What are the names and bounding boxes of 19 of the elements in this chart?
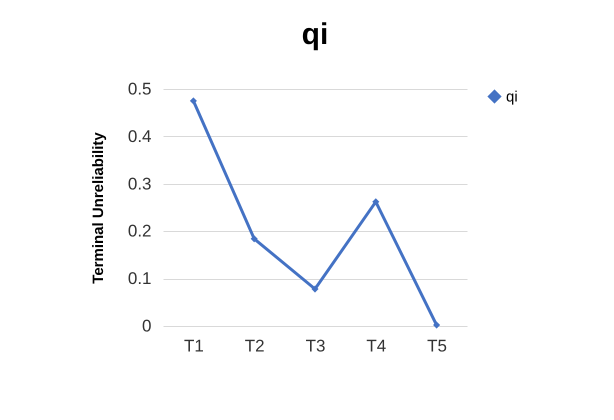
chart-title: qi (302, 18, 328, 51)
point (190, 97, 197, 104)
point (433, 322, 440, 329)
y-tick-label: 0.3 (128, 174, 152, 194)
y-tick-label: 0.4 (128, 126, 152, 146)
point (250, 235, 258, 242)
y-tick-label: 0.5 (128, 80, 152, 98)
x-tick-label: T5 (427, 336, 448, 356)
y-tick-label: 0.1 (128, 269, 152, 288)
y-tick-label: 0.2 (128, 222, 152, 241)
x-tick-label: T4 (366, 336, 386, 356)
x-tick-label: T3 (306, 336, 326, 356)
y-axis-title: Terminal Unreliability (90, 132, 107, 284)
x-tick-label: T2 (244, 336, 265, 356)
point (372, 198, 380, 206)
x-tick-label: T1 (184, 336, 204, 356)
point (311, 285, 319, 293)
y-tick-label: 0 (142, 316, 152, 336)
legend-label: qi (506, 88, 518, 106)
